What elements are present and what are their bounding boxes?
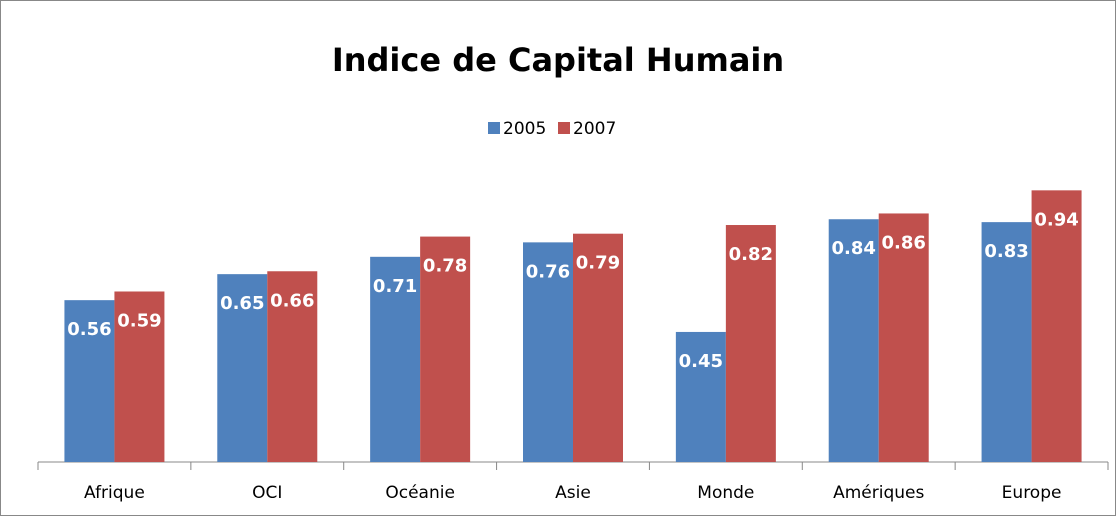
data-label: 0.76	[526, 261, 570, 282]
x-tick-label: Afrique	[84, 483, 145, 503]
data-label: 0.86	[882, 232, 926, 253]
data-label: 0.94	[1034, 209, 1078, 230]
bar	[828, 219, 879, 462]
bar	[370, 256, 421, 462]
x-tick-label: Amériques	[833, 483, 924, 503]
bar	[878, 213, 929, 462]
bar	[675, 331, 726, 462]
data-label: 0.83	[984, 241, 1028, 262]
bar	[217, 274, 268, 462]
data-label: 0.84	[832, 238, 876, 259]
bar	[725, 225, 776, 462]
bar	[981, 222, 1032, 462]
bar	[267, 271, 318, 462]
bar	[573, 233, 623, 462]
data-label: 0.45	[679, 351, 723, 372]
legend-swatch	[558, 122, 570, 134]
x-tick-label: Europe	[1002, 483, 1062, 503]
data-label: 0.59	[117, 310, 161, 331]
bar	[64, 300, 115, 462]
legend-swatch	[488, 122, 500, 134]
data-label: 0.78	[423, 256, 467, 277]
x-tick-label: Monde	[697, 483, 754, 503]
x-tick-label: OCI	[252, 483, 282, 503]
legend-label: 2007	[573, 119, 616, 139]
data-label: 0.65	[220, 293, 264, 314]
x-tick-label: Océanie	[385, 483, 455, 503]
data-label: 0.56	[67, 319, 111, 340]
bar	[420, 236, 471, 462]
data-label: 0.79	[576, 253, 620, 274]
data-label: 0.71	[373, 276, 417, 297]
bar	[1031, 190, 1082, 462]
bar	[114, 291, 165, 462]
chart-title: Indice de Capital Humain	[332, 41, 784, 79]
legend-label: 2005	[503, 119, 546, 139]
x-tick-label: Asie	[555, 483, 591, 503]
bar	[523, 242, 573, 462]
data-label: 0.66	[270, 290, 314, 311]
data-label: 0.82	[729, 244, 773, 265]
